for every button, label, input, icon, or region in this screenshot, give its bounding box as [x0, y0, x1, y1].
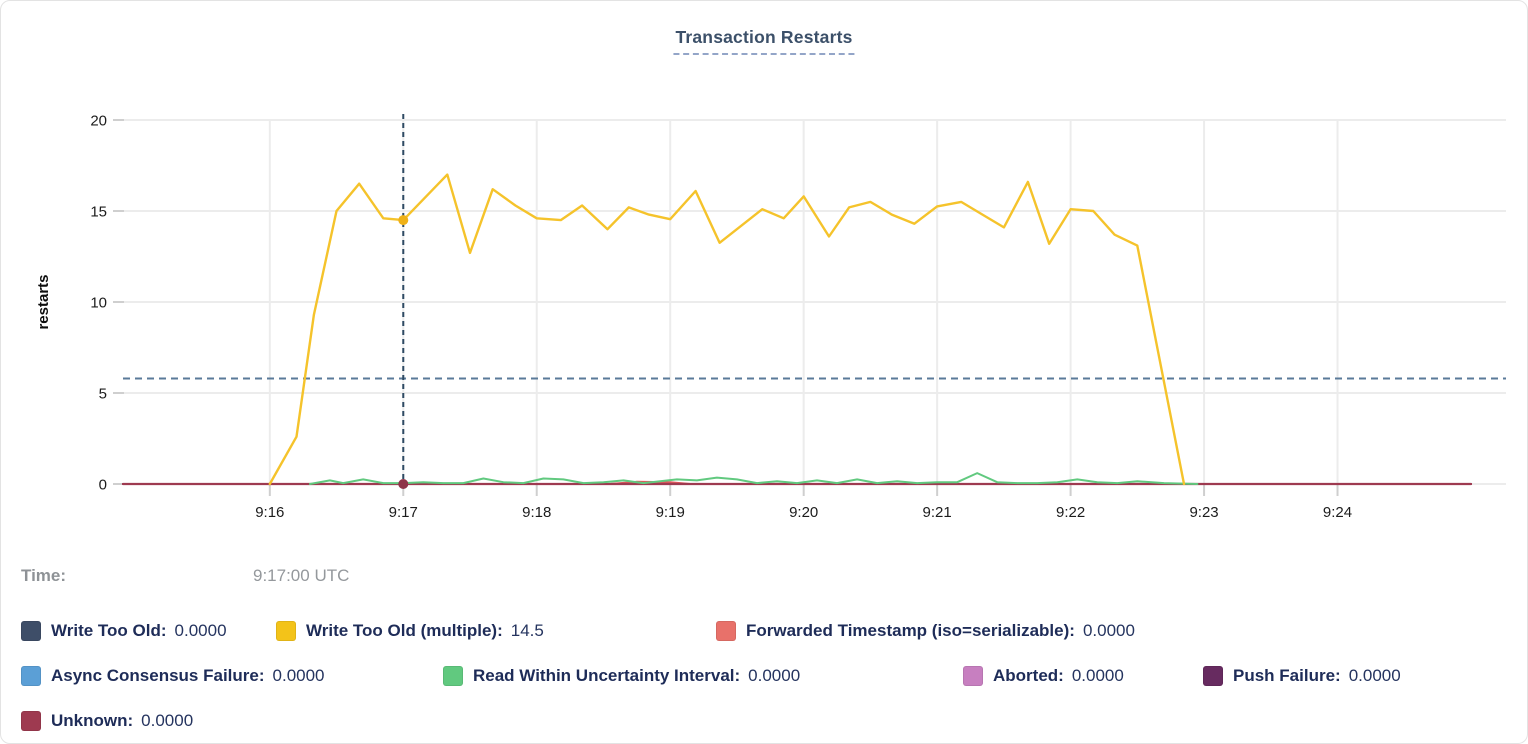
time-label: Time: — [21, 566, 67, 585]
chart-title[interactable]: Transaction Restarts — [673, 27, 855, 55]
legend-series-value: 0.0000 — [748, 666, 801, 685]
hover-time-row: Time: 9:17:00 UTC — [21, 566, 349, 586]
x-tick-label: 9:22 — [1056, 504, 1085, 521]
legend-item[interactable]: Write Too Old: 0.0000 — [21, 621, 276, 641]
legend-item[interactable]: Forwarded Timestamp (iso=serializable): 0… — [716, 621, 1517, 641]
legend-series-value: 0.0000 — [1071, 666, 1124, 685]
hover-dot — [398, 479, 409, 489]
legend-series-label: Write Too Old (multiple): — [306, 621, 503, 640]
legend-series-label: Push Failure: — [1233, 666, 1341, 685]
series-line-write-too-old-multiple- — [268, 173, 1186, 486]
legend-swatch-icon — [716, 621, 736, 641]
y-tick-label: 10 — [90, 295, 107, 312]
legend-swatch-icon — [443, 666, 463, 686]
legend-series-value: 0.0000 — [141, 711, 194, 730]
x-tick-label: 9:17 — [389, 504, 418, 521]
legend-swatch-icon — [21, 711, 41, 731]
x-tick-label: 9:19 — [656, 504, 685, 521]
legend-item[interactable]: Write Too Old (multiple): 14.5 — [276, 621, 716, 641]
legend-series-value: 14.5 — [510, 621, 544, 640]
legend-series-value: 0.0000 — [1082, 621, 1135, 640]
y-tick-label: 5 — [99, 386, 107, 403]
legend-series-label: Async Consensus Failure: — [51, 666, 265, 685]
x-tick-label: 9:23 — [1189, 504, 1218, 521]
legend-series-value: 0.0000 — [174, 621, 227, 640]
x-tick-label: 9:21 — [923, 504, 952, 521]
legend-row: Async Consensus Failure: 0.0000 Read Withi… — [21, 666, 1517, 686]
legend-item[interactable]: Unknown: 0.0000 — [21, 711, 1517, 731]
legend-swatch-icon — [21, 621, 41, 641]
y-tick-label: 20 — [90, 113, 107, 130]
legend-item[interactable]: Read Within Uncertainty Interval: 0.0000 — [443, 666, 963, 686]
x-tick-label: 9:24 — [1323, 504, 1352, 521]
legend-item[interactable]: Push Failure: 0.0000 — [1203, 666, 1517, 686]
legend-swatch-icon — [963, 666, 983, 686]
y-axis-label: restarts — [35, 274, 52, 329]
x-tick-label: 9:18 — [522, 504, 551, 521]
legend-swatch-icon — [276, 621, 296, 641]
legend-series-value: 0.0000 — [272, 666, 325, 685]
series-line-read-within-uncertainty-interval — [308, 472, 1199, 485]
legend-series-label: Forwarded Timestamp (iso=serializable): — [746, 621, 1075, 640]
x-tick-label: 9:20 — [789, 504, 818, 521]
legend-series-label: Write Too Old: — [51, 621, 167, 640]
x-tick-label: 9:16 — [255, 504, 284, 521]
legend-item[interactable]: Aborted: 0.0000 — [963, 666, 1203, 686]
y-tick-label: 15 — [90, 204, 107, 221]
time-value: 9:17:00 UTC — [253, 566, 350, 585]
legend-series-label: Unknown: — [51, 711, 134, 730]
legend-series-label: Aborted: — [993, 666, 1064, 685]
y-tick-label: 0 — [99, 477, 107, 494]
legend-series-label: Read Within Uncertainty Interval: — [473, 666, 741, 685]
legend-row: Write Too Old: 0.0000 Write Too Old (multi… — [21, 621, 1517, 641]
legend-swatch-icon — [21, 666, 41, 686]
legend-swatch-icon — [1203, 666, 1223, 686]
hover-dot — [398, 215, 409, 226]
legend-row: Unknown: 0.0000 — [21, 711, 1517, 731]
transaction-restarts-chart[interactable]: restarts 0 5 10 15 20 9:16 9:17 9:18 9:19 9:20 9:2… — [1, 35, 1528, 547]
legend-series-value: 0.0000 — [1348, 666, 1401, 685]
legend-item[interactable]: Async Consensus Failure: 0.0000 — [21, 666, 443, 686]
